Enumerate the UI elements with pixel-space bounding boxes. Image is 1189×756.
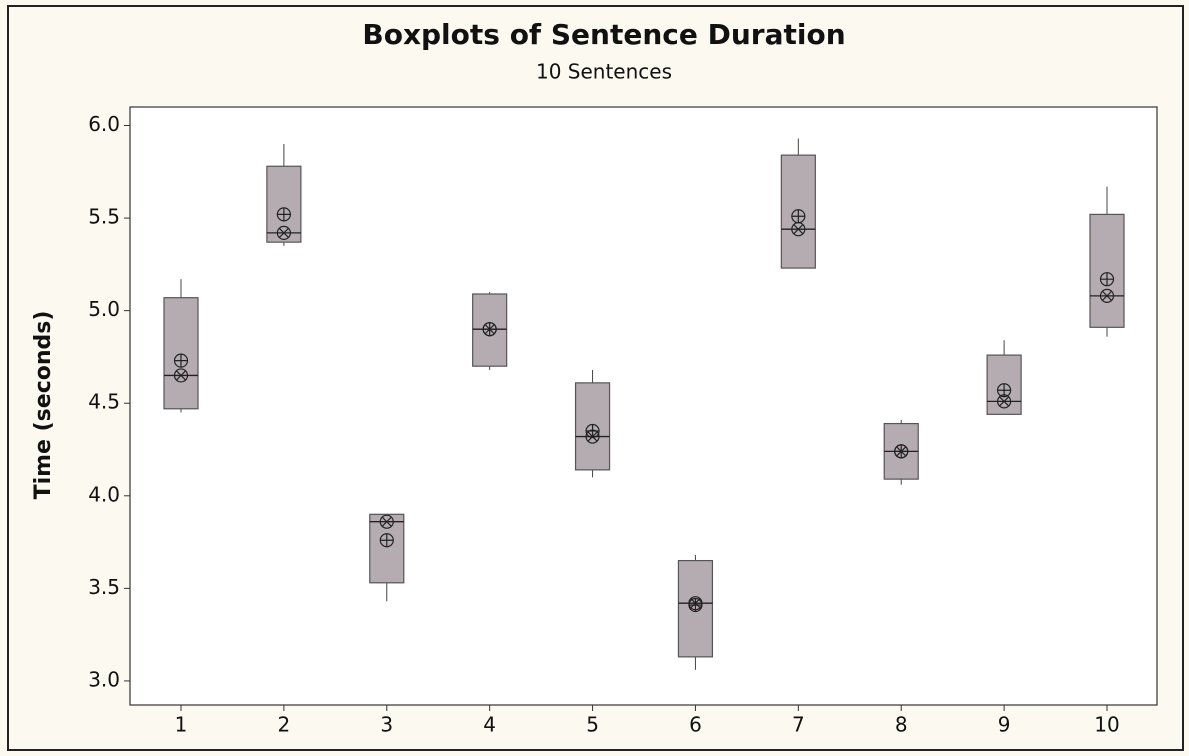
mean-plus: [1100, 272, 1114, 286]
x-tick-label: 7: [792, 713, 805, 737]
mean-symbol: [482, 322, 497, 337]
mean-plus: [380, 533, 394, 547]
median-symbol: [791, 222, 806, 237]
mean-plus: [688, 598, 702, 612]
median-cross: [278, 227, 289, 238]
median-cross: [1101, 290, 1113, 301]
y-tick-label: 3.0: [88, 667, 120, 691]
median-circle: [379, 514, 394, 529]
x-tick-label: 5: [586, 713, 599, 737]
mean-symbol: [379, 533, 394, 548]
mean-plus: [586, 424, 600, 438]
mean-symbol: [585, 423, 600, 439]
y-axis-label: Time (seconds): [31, 311, 56, 500]
y-tick-label: 5.5: [88, 205, 120, 229]
mean-plus: [277, 207, 291, 221]
y-tick-label: 6.0: [88, 112, 120, 136]
median-circle: [173, 368, 189, 383]
median-cross: [381, 516, 392, 527]
y-tick-label: 4.5: [88, 390, 120, 414]
mean-plus: [894, 444, 908, 458]
x-tick-label: 9: [998, 713, 1011, 737]
x-tick-label: 4: [483, 713, 496, 737]
median-symbol: [276, 225, 291, 240]
mean-symbol: [1099, 272, 1115, 287]
box: [266, 165, 302, 243]
x-tick-label: 10: [1094, 713, 1119, 737]
box: [1089, 213, 1125, 328]
chart-subtitle: 10 Sentences: [536, 60, 672, 84]
median-cross: [175, 370, 187, 381]
mean-symbol: [688, 597, 703, 613]
mean-symbol: [173, 353, 189, 368]
mean-symbol: [276, 207, 291, 222]
x-tick-label: 1: [175, 713, 188, 737]
mean-plus: [483, 322, 497, 336]
x-tick-label: 3: [380, 713, 393, 737]
box: [163, 297, 199, 410]
mean-symbol: [791, 209, 806, 224]
median-cross: [999, 396, 1010, 407]
median-cross: [793, 224, 804, 235]
mean-plus: [174, 354, 188, 368]
mean-plus: [997, 383, 1011, 397]
box: [369, 513, 405, 584]
median-symbol: [1099, 288, 1115, 303]
median-symbol: [379, 514, 394, 529]
x-tick-label: 8: [895, 713, 908, 737]
x-tick-label: 6: [689, 713, 702, 737]
y-tick-label: 3.5: [88, 575, 120, 599]
y-tick-label: 5.0: [88, 297, 120, 321]
median-circle: [276, 225, 291, 240]
mean-plus: [791, 209, 805, 223]
mean-symbol: [894, 444, 909, 459]
median-symbol: [173, 368, 189, 383]
x-tick-label: 2: [278, 713, 291, 737]
median-circle: [1099, 288, 1115, 303]
y-tick-label: 4.0: [88, 482, 120, 506]
frame: [7, 5, 1184, 751]
mean-symbol: [997, 383, 1012, 398]
chart-title: Boxplots of Sentence Duration: [362, 18, 845, 51]
